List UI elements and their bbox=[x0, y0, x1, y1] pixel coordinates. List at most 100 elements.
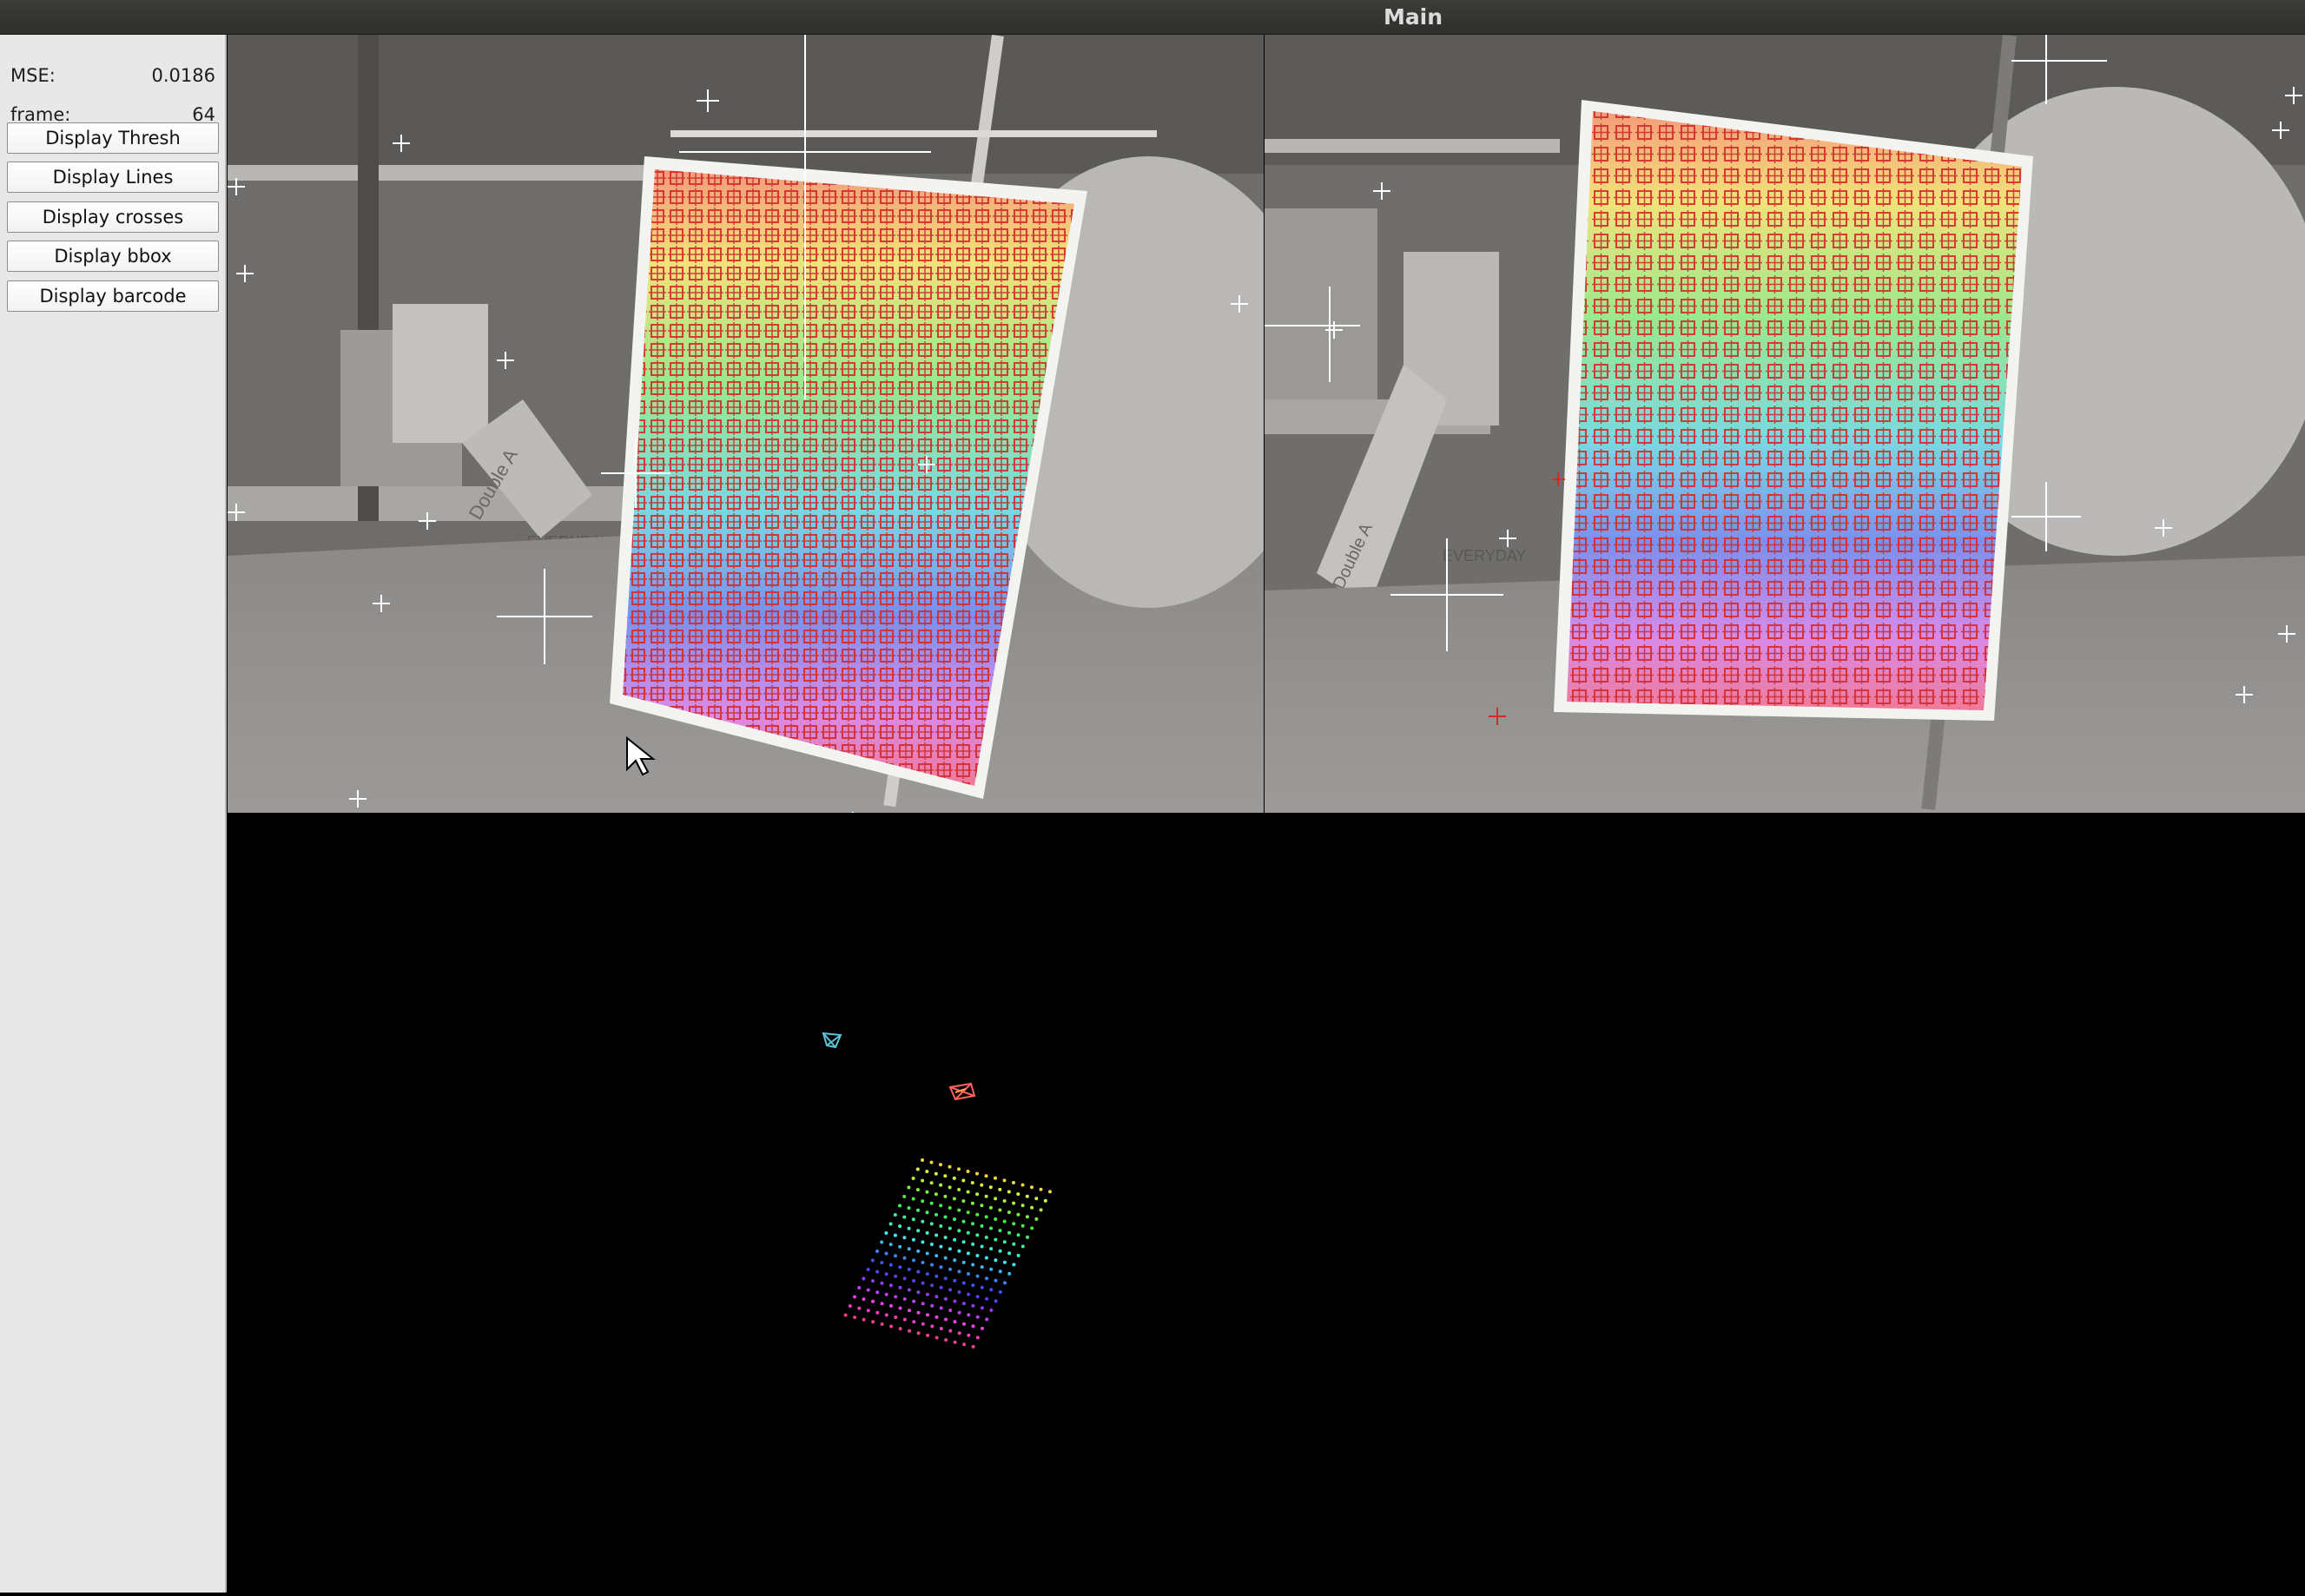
point-cloud-dot bbox=[1012, 1181, 1015, 1184]
point-cloud-dot bbox=[907, 1185, 911, 1190]
point-cloud-dot bbox=[998, 1208, 1002, 1212]
point-cloud-dot bbox=[935, 1274, 939, 1278]
point-cloud-dot bbox=[943, 1174, 948, 1178]
point-cloud-dot bbox=[866, 1288, 870, 1292]
point-cloud-dot bbox=[902, 1215, 907, 1219]
point-cloud-dot bbox=[939, 1327, 943, 1330]
point-cloud-dot bbox=[998, 1229, 1002, 1233]
point-cloud-dot bbox=[1020, 1223, 1025, 1228]
camera-view-right[interactable]: Double A EVERYDAY bbox=[1265, 35, 2305, 813]
point-cloud-dot bbox=[957, 1208, 961, 1212]
point-cloud-dot bbox=[935, 1295, 939, 1299]
point-cloud-dot bbox=[975, 1192, 980, 1197]
point-cloud-dot bbox=[930, 1303, 935, 1308]
point-cloud-dot bbox=[916, 1249, 921, 1253]
camera-frustum-right-icon bbox=[948, 1082, 976, 1101]
point-cloud-dot bbox=[907, 1206, 911, 1210]
point-cloud-dot bbox=[939, 1224, 943, 1228]
point-cloud-dot bbox=[985, 1317, 989, 1322]
point-cloud-dot bbox=[916, 1229, 921, 1233]
camera-left-canvas: Double A EVERYDAY bbox=[228, 35, 1264, 813]
box-label-right-2: EVERYDAY bbox=[1443, 547, 1526, 564]
point-cloud-dot bbox=[848, 1304, 852, 1308]
point-cloud-dot bbox=[975, 1274, 980, 1278]
point-cloud-dot bbox=[998, 1289, 1002, 1294]
point-cloud-dot bbox=[943, 1296, 948, 1301]
point-cloud-dot bbox=[953, 1340, 957, 1344]
point-cloud-dot bbox=[866, 1309, 870, 1313]
point-cloud-dot bbox=[929, 1201, 934, 1205]
point-cloud-dot bbox=[926, 1333, 930, 1337]
3d-reconstruction-view[interactable] bbox=[228, 813, 2305, 1593]
display-bbox-button[interactable]: Display bbox bbox=[7, 241, 219, 272]
point-cloud-dot bbox=[953, 1320, 957, 1324]
display-thresh-button[interactable]: Display Thresh bbox=[7, 122, 219, 154]
point-cloud-dot bbox=[984, 1215, 988, 1219]
point-cloud-dot bbox=[898, 1285, 902, 1289]
point-cloud-dot bbox=[912, 1258, 915, 1263]
point-cloud-dot bbox=[889, 1324, 894, 1329]
point-cloud-dot bbox=[961, 1281, 966, 1285]
point-cloud-dot bbox=[944, 1317, 948, 1322]
point-cloud-dot bbox=[871, 1299, 875, 1303]
display-lines-button[interactable]: Display Lines bbox=[7, 162, 219, 193]
point-cloud-dot bbox=[966, 1230, 970, 1235]
point-cloud-dot bbox=[1002, 1240, 1007, 1244]
display-barcode-button[interactable]: Display barcode bbox=[7, 280, 219, 312]
point-cloud-dot bbox=[998, 1187, 1002, 1191]
point-cloud-dot bbox=[930, 1263, 934, 1267]
point-cloud-dot bbox=[989, 1308, 994, 1312]
point-cloud-dot bbox=[935, 1212, 938, 1217]
point-cloud-dot bbox=[988, 1205, 993, 1210]
point-cloud-dot bbox=[915, 1167, 920, 1171]
point-cloud-dot bbox=[1030, 1205, 1034, 1210]
point-cloud-dot bbox=[980, 1265, 984, 1270]
point-cloud-dot bbox=[862, 1297, 866, 1302]
point-cloud-dot bbox=[1043, 1198, 1047, 1203]
point-cloud-dot bbox=[994, 1258, 998, 1263]
point-cloud-dot bbox=[975, 1254, 980, 1257]
point-cloud-dot bbox=[989, 1247, 994, 1251]
point-cloud-dot bbox=[921, 1261, 925, 1264]
point-cloud-dot bbox=[984, 1236, 988, 1239]
point-cloud-dot bbox=[934, 1171, 938, 1176]
point-cloud-dot bbox=[1016, 1192, 1020, 1197]
point-cloud-dot bbox=[948, 1309, 953, 1312]
camera-view-left[interactable]: Double A EVERYDAY bbox=[228, 35, 1264, 813]
point-cloud-dot bbox=[866, 1268, 870, 1271]
point-cloud-dot bbox=[870, 1258, 875, 1263]
point-cloud-dot bbox=[843, 1313, 848, 1317]
point-cloud-dot bbox=[893, 1233, 897, 1237]
point-cloud-dot bbox=[966, 1210, 970, 1215]
display-crosses-button[interactable]: Display crosses bbox=[7, 201, 219, 233]
point-cloud-dot bbox=[930, 1283, 935, 1288]
point-cloud-dot bbox=[925, 1272, 929, 1276]
point-cloud-dot bbox=[998, 1249, 1002, 1253]
point-cloud-dot bbox=[1020, 1183, 1025, 1187]
point-cloud-dot bbox=[980, 1285, 984, 1289]
point-cloud-dot bbox=[857, 1306, 862, 1310]
point-cloud-dot bbox=[957, 1229, 961, 1233]
point-cloud-dot bbox=[911, 1197, 915, 1201]
point-cloud-dot bbox=[939, 1306, 943, 1310]
point-cloud-dot bbox=[1002, 1199, 1007, 1203]
frame-value: 64 bbox=[192, 104, 215, 125]
point-cloud-dot bbox=[888, 1283, 893, 1288]
point-cloud-dot bbox=[961, 1219, 966, 1223]
point-cloud-dot bbox=[943, 1215, 948, 1219]
point-cloud-dot bbox=[971, 1344, 975, 1349]
mse-value: 0.0186 bbox=[151, 65, 215, 86]
point-cloud-dot bbox=[921, 1281, 925, 1285]
point-cloud-dot bbox=[925, 1251, 929, 1256]
point-cloud-dot bbox=[1034, 1197, 1039, 1201]
point-cloud-dot bbox=[935, 1335, 939, 1340]
point-cloud-dot bbox=[1039, 1187, 1043, 1191]
point-cloud-dot bbox=[957, 1331, 961, 1335]
point-cloud-dot bbox=[921, 1302, 925, 1306]
point-cloud-dot bbox=[994, 1278, 998, 1283]
point-cloud-dot bbox=[916, 1270, 921, 1274]
point-cloud-dot bbox=[898, 1224, 902, 1229]
point-cloud-dot bbox=[984, 1256, 988, 1260]
point-cloud-dot bbox=[912, 1299, 916, 1303]
point-cloud-dot bbox=[934, 1192, 938, 1197]
